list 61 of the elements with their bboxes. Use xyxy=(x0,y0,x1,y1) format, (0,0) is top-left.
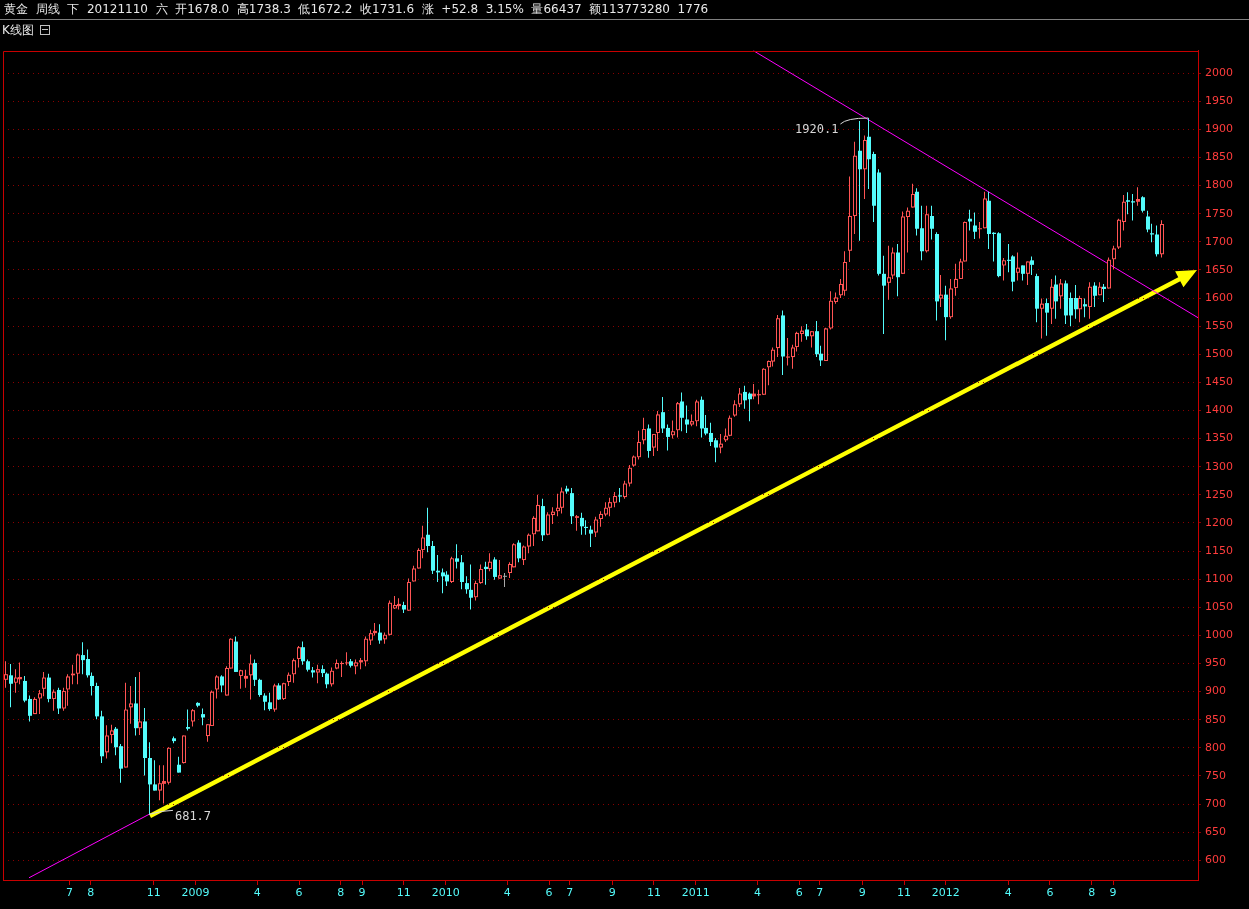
x-tick-label: 2012 xyxy=(931,886,960,900)
y-tick-label: 1300 xyxy=(1205,459,1233,473)
y-tick-label: 1050 xyxy=(1205,600,1233,614)
y-tick-label: 1850 xyxy=(1205,150,1233,164)
y-tick-label: 1250 xyxy=(1205,487,1233,501)
y-tick-label: 750 xyxy=(1205,768,1226,782)
y-tick-label: 1800 xyxy=(1205,178,1233,192)
y-tick-label: 800 xyxy=(1205,740,1226,754)
y-tick-label: 1400 xyxy=(1205,403,1233,417)
y-tick-label: 1500 xyxy=(1205,347,1233,361)
x-tick-label: 9 xyxy=(358,886,366,900)
x-tick-label: 8 xyxy=(337,886,345,900)
y-tick-label: 1650 xyxy=(1205,262,1233,276)
x-tick-label: 4 xyxy=(1004,886,1012,900)
x-tick-label: 11 xyxy=(897,886,912,900)
x-tick-label: 2010 xyxy=(431,886,460,900)
y-tick-label: 600 xyxy=(1205,853,1226,867)
y-tick-label: 1350 xyxy=(1205,431,1233,445)
y-tick-label: 1600 xyxy=(1205,290,1233,304)
y-tick-label: 1200 xyxy=(1205,515,1233,529)
y-tick-label: 950 xyxy=(1205,656,1226,670)
x-tick-label: 11 xyxy=(146,886,161,900)
y-tick-label: 2000 xyxy=(1205,65,1233,79)
x-tick-label: 9 xyxy=(608,886,616,900)
x-tick-label: 6 xyxy=(295,886,303,900)
x-tick-label: 9 xyxy=(858,886,866,900)
x-tick-label: 7 xyxy=(816,886,824,900)
y-tick-label: 1100 xyxy=(1205,572,1233,586)
x-tick-label: 6 xyxy=(545,886,553,900)
chart-subtitle: K线图 xyxy=(2,22,34,39)
x-tick-label: 8 xyxy=(87,886,95,900)
y-tick-label: 1550 xyxy=(1205,318,1233,332)
chart-title: 黄金 周线 下 20121110 六 开1678.0 高1738.3 低1672.2 收1731.6 涨 +52.8 3.15% 量66437 额113773280 1776 xyxy=(0,0,1249,20)
x-tick-label: 7 xyxy=(566,886,574,900)
x-tick-label: 4 xyxy=(503,886,511,900)
x-tick-label: 4 xyxy=(253,886,261,900)
y-tick-label: 700 xyxy=(1205,796,1226,810)
y-tick-label: 1150 xyxy=(1205,543,1233,557)
y-tick-label: 1950 xyxy=(1205,94,1233,108)
annotation: 681.7 xyxy=(174,808,212,823)
y-tick-label: 650 xyxy=(1205,825,1226,839)
x-tick-label: 7 xyxy=(65,886,73,900)
x-tick-label: 11 xyxy=(646,886,661,900)
x-tick-label: 9 xyxy=(1109,886,1117,900)
x-tick-label: 11 xyxy=(396,886,411,900)
y-tick-label: 1000 xyxy=(1205,628,1233,642)
y-tick-label: 1750 xyxy=(1205,206,1233,220)
x-tick-label: 2011 xyxy=(681,886,710,900)
y-tick-label: 1700 xyxy=(1205,234,1233,248)
x-tick-label: 8 xyxy=(1088,886,1096,900)
annotation: 1920.1 xyxy=(795,122,839,137)
y-tick-label: 1450 xyxy=(1205,375,1233,389)
x-tick-label: 6 xyxy=(1046,886,1054,900)
candlestick xyxy=(503,572,507,588)
x-tick-label: 6 xyxy=(795,886,803,900)
x-tick-label: 4 xyxy=(753,886,761,900)
x-tick-label: 2009 xyxy=(181,886,210,900)
y-tick-label: 850 xyxy=(1205,712,1226,726)
y-tick-label: 1900 xyxy=(1205,122,1233,136)
y-tick-label: 900 xyxy=(1205,684,1226,698)
candlestick xyxy=(978,222,982,239)
